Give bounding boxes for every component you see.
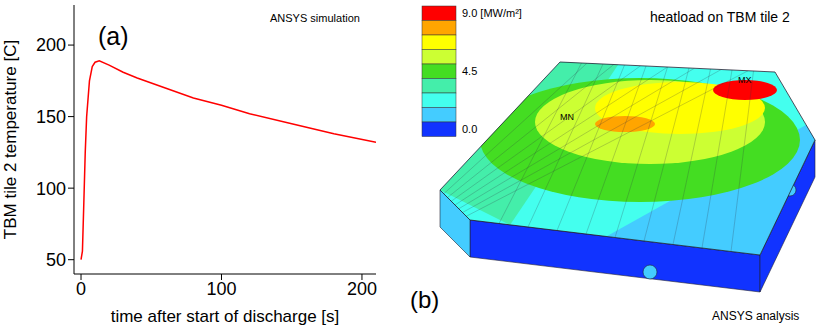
svg-text:(b): (b) [410, 286, 439, 313]
svg-text:ANSYS analysis: ANSYS analysis [712, 309, 799, 323]
svg-text:50: 50 [46, 250, 66, 270]
html-text:(a): (a) [98, 22, 129, 50]
svg-text:4.5: 4.5 [462, 65, 477, 77]
svg-text:MN: MN [560, 112, 574, 122]
svg-text:100: 100 [36, 179, 66, 199]
svg-text:0: 0 [76, 279, 86, 299]
svg-text:100: 100 [206, 279, 236, 299]
svg-text:150: 150 [36, 107, 66, 127]
svg-text:9.0 [MW/m²]: 9.0 [MW/m²] [462, 7, 522, 19]
svg-text:heatload on TBM tile 2: heatload on TBM tile 2 [650, 9, 790, 25]
svg-text:200: 200 [36, 35, 66, 55]
svg-text:MX: MX [738, 75, 752, 85]
html-text:ANSYS simulation: ANSYS simulation [270, 12, 360, 24]
svg-text:time after start of discharge: time after start of discharge [s] [111, 307, 340, 326]
svg-text:200: 200 [347, 279, 377, 299]
svg-text:TBM tile 2 temperature [C]: TBM tile 2 temperature [C] [1, 40, 20, 239]
svg-text:0.0: 0.0 [462, 123, 477, 135]
